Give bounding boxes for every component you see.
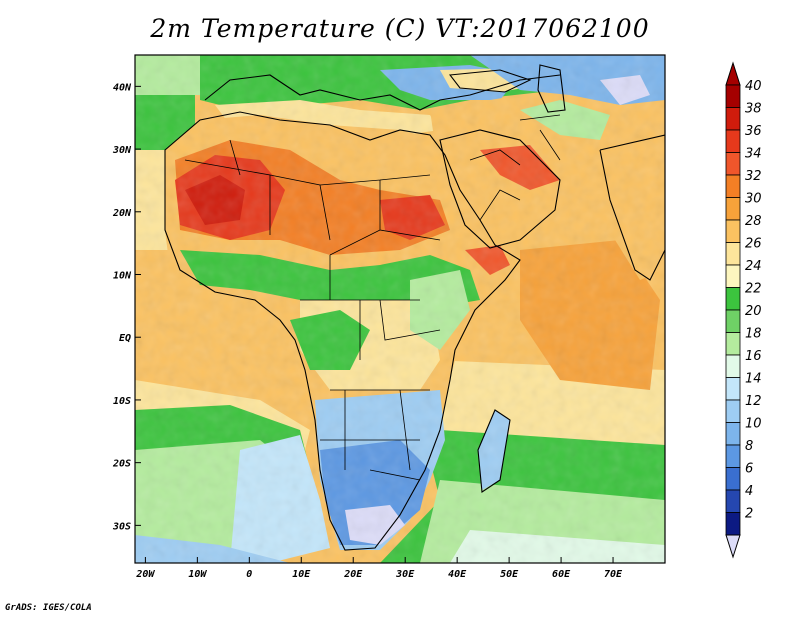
colorbar-swatch: [725, 422, 741, 446]
colorbar-swatch: [725, 512, 741, 536]
lat-tick-label: 40N: [113, 82, 132, 93]
colorbar-label: 6: [745, 462, 753, 477]
colorbar-label: 24: [745, 259, 762, 274]
colorbar-label: 16: [745, 349, 762, 364]
colorbar-swatch: [725, 399, 741, 423]
colorbar-label: 32: [745, 169, 762, 184]
colorbar-swatch: [725, 264, 741, 288]
lat-tick-label: 20N: [112, 208, 132, 219]
plot-frame: [134, 54, 666, 564]
lat-tick-label: EQ: [119, 333, 131, 344]
border-lines: [184, 114, 561, 481]
colorbar: 40 38 36 34 32 30 28 26 24 22 20 18 16 14 12 10 8 6 4 2: [725, 61, 762, 559]
lon-tick-label: 50E: [500, 569, 519, 580]
lat-tick-label: 10N: [113, 271, 132, 282]
lat-tick-label: 30S: [112, 521, 131, 532]
colorbar-label: 26: [745, 237, 762, 252]
colorbar-swatch: [725, 242, 741, 266]
coastlines: [164, 64, 665, 551]
colorbar-label: 20: [745, 304, 762, 319]
colorbar-label: 28: [745, 214, 762, 229]
lon-tick-label: 20W: [135, 569, 155, 580]
colorbar-label: 38: [745, 102, 762, 117]
india-coastline: [599, 134, 665, 281]
credit-text: GrADS: IGES/COLA: [5, 603, 92, 613]
colorbar-label: 2: [745, 507, 753, 522]
lon-tick-label: 70E: [604, 569, 623, 580]
colorbar-top-arrow: [725, 61, 741, 86]
noise-overlay: [135, 55, 665, 563]
lon-tick-label: 30E: [395, 569, 415, 580]
lon-tick-label: 10W: [188, 569, 207, 580]
colorbar-label: 14: [745, 372, 762, 387]
chart-title: 2m Temperature (C) VT:2017062100: [150, 14, 650, 43]
lat-tick-label: 20S: [112, 459, 131, 470]
black-sea-coastline: [448, 69, 532, 93]
plot-area: [135, 55, 665, 563]
colorbar-bottom-arrow: [725, 534, 741, 559]
colorbar-label: 36: [745, 124, 762, 139]
lat-tick-label: 10S: [113, 396, 131, 407]
colorbar-label: 10: [745, 417, 762, 432]
colorbar-label: 40: [745, 79, 762, 94]
colorbar-swatch: [725, 174, 741, 198]
colorbar-swatch: [725, 197, 741, 221]
lat-ticks: 40N 30N 20N 10N EQ 10S 20S 30S: [112, 82, 141, 532]
colorbar-swatch: [725, 467, 741, 491]
africa-coastline: [164, 111, 521, 551]
country-borders: [184, 114, 561, 481]
colorbar-swatch: [725, 377, 741, 401]
madagascar-coastline: [477, 409, 511, 493]
colorbar-swatch: [725, 444, 741, 468]
lon-ticks: 20W 10W 0 10E 20E 30E 40E 50E 60E 70E: [135, 557, 623, 580]
arabia-coastline: [439, 129, 561, 249]
colorbar-swatch: [725, 354, 741, 378]
colorbar-swatch: [725, 309, 741, 333]
colorbar-swatch: [725, 287, 741, 311]
colorbar-swatch: [725, 152, 741, 176]
lon-tick-label: 10E: [292, 569, 311, 580]
colorbar-label: 22: [745, 282, 762, 297]
lon-tick-label: 60E: [552, 569, 571, 580]
caspian-coastline: [537, 64, 566, 113]
colorbar-swatch: [725, 107, 741, 131]
colorbar-label: 30: [745, 192, 762, 207]
colorbar-swatch: [725, 219, 741, 243]
colorbar-label: 12: [745, 394, 762, 409]
lon-tick-label: 20E: [343, 569, 363, 580]
colorbar-label: 8: [745, 439, 753, 454]
colorbar-label: 18: [745, 327, 762, 342]
colorbar-swatch: [725, 332, 741, 356]
colorbar-swatch: [725, 489, 741, 513]
lon-tick-label: 0: [246, 569, 252, 580]
colorbar-swatch: [725, 84, 741, 108]
colorbar-label: 34: [745, 147, 762, 162]
lat-tick-label: 30N: [112, 145, 132, 156]
colorbar-swatch: [725, 129, 741, 153]
lon-tick-label: 40E: [448, 569, 467, 580]
colorbar-label: 4: [745, 484, 753, 499]
